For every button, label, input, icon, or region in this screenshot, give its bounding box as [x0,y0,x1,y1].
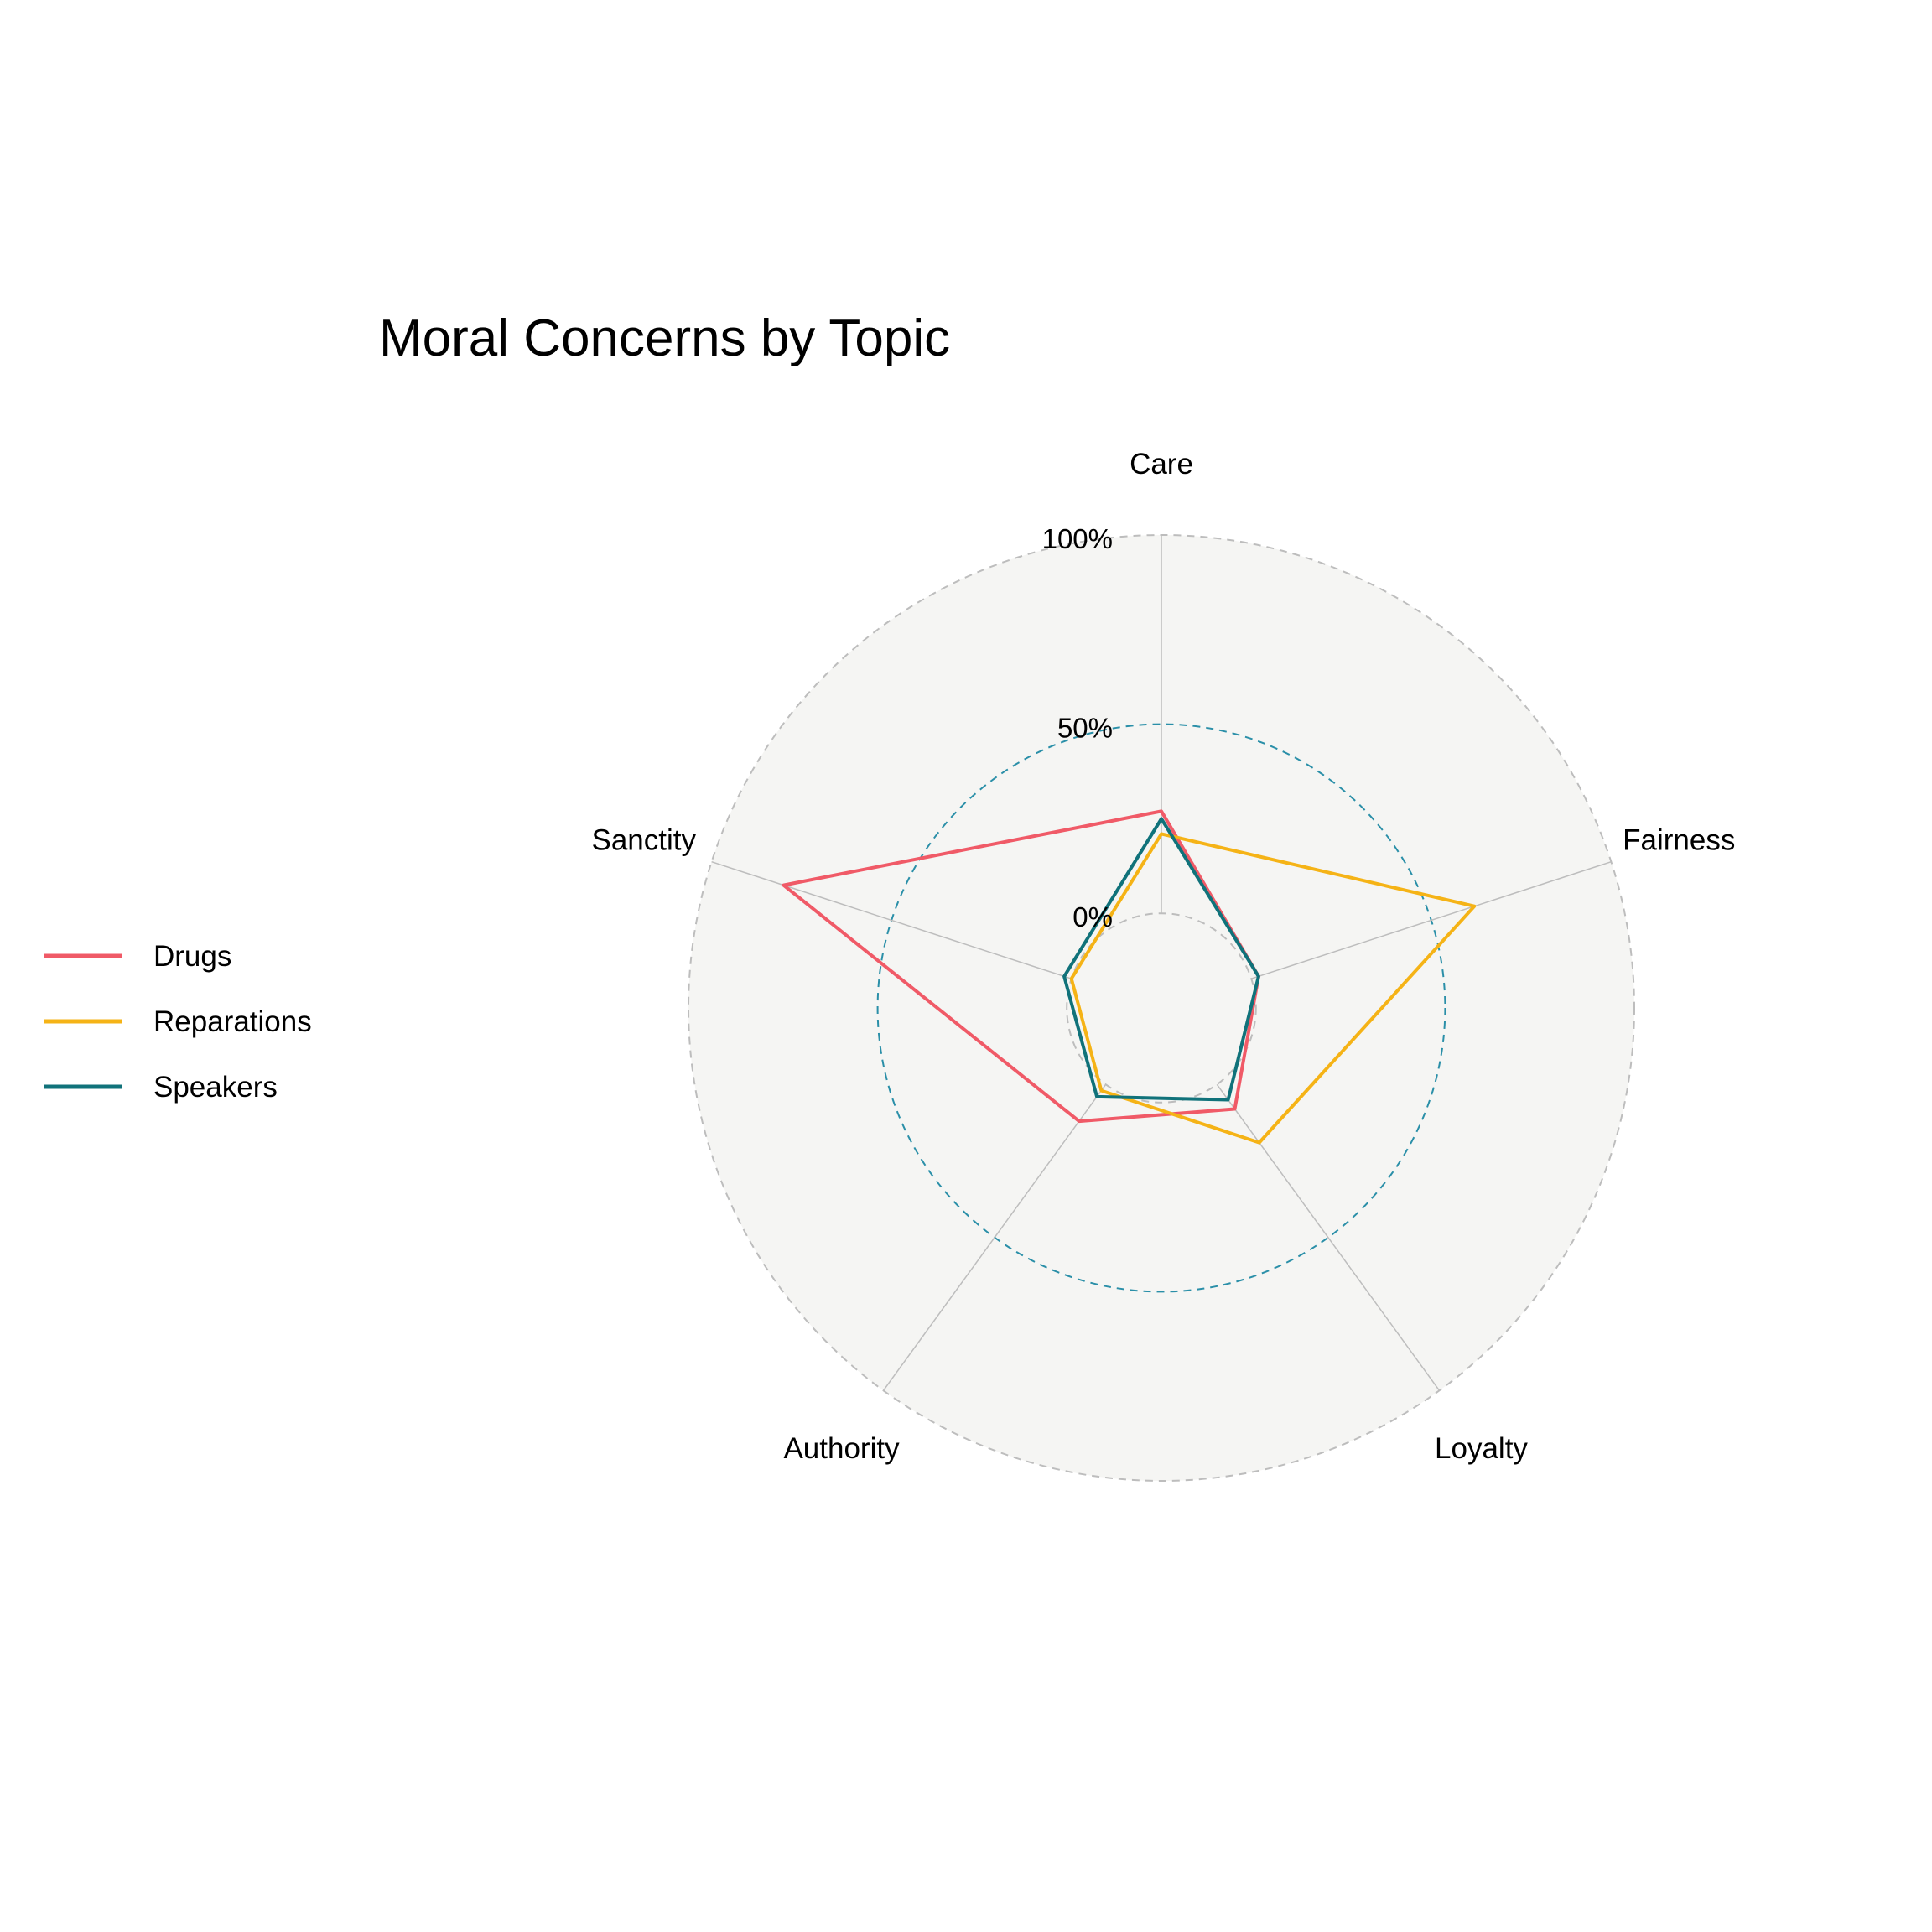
radar-axis-labels: Care Fairness Loyalty Authority Sanctity [592,448,1736,1465]
axis-label-care: Care [1130,448,1193,480]
legend: Drugs Reparations Speakers [44,940,312,1104]
spoke-loyalty [1216,1083,1441,1391]
spoke-fairness [1251,861,1612,979]
tick-label-50pct: 50% [1057,713,1113,744]
tick-label-100pct: 100% [1042,523,1113,554]
radar-panel [688,535,1634,1481]
axis-label-fairness: Fairness [1623,823,1735,856]
series-reparations [1069,832,1477,1145]
axis-label-sanctity: Sanctity [592,823,697,856]
grid-ring-50pct [876,723,1446,1293]
axis-label-loyalty: Loyalty [1435,1432,1528,1465]
radar-grid [688,534,1635,1482]
radar-tick-labels: 0% 50% 100% [1042,523,1113,932]
spoke-authority [882,1083,1107,1391]
legend-label-drugs: Drugs [153,940,231,973]
legend-label-reparations: Reparations [153,1005,312,1038]
chart-title: Moral Concerns by Topic [379,309,950,367]
radar-series [782,809,1477,1145]
spoke-sanctity [711,861,1072,979]
series-speakers [1062,817,1260,1102]
tick-label-0pct: 0% [1072,901,1113,932]
panel-background [688,535,1634,1481]
legend-label-speakers: Speakers [153,1071,278,1104]
axis-label-authority: Authority [783,1432,900,1465]
